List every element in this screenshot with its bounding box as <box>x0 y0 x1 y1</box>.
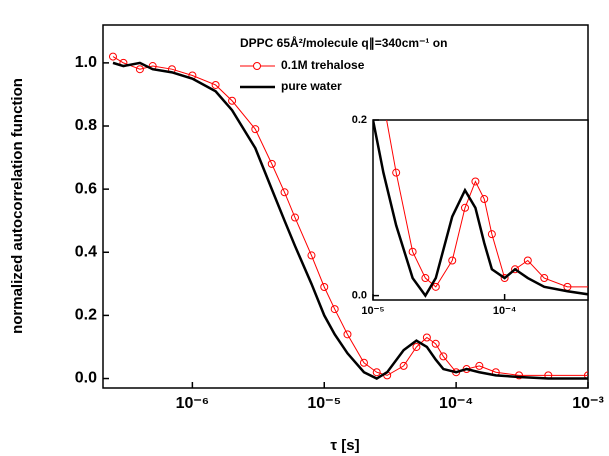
data-point <box>320 282 329 291</box>
data-point <box>412 342 421 351</box>
x-axis-label: τ [s] <box>330 437 359 454</box>
y-tick-label: 0.0 <box>352 290 367 302</box>
data-point <box>593 283 600 290</box>
data-point <box>267 159 276 168</box>
annotation: DPPC 65Å²/molecule q∥=340cm⁻¹ on <box>240 35 447 50</box>
y-tick-label: 0.8 <box>75 117 97 134</box>
series-line <box>112 61 588 380</box>
y-tick-label: 1.0 <box>75 54 97 71</box>
series-line <box>373 120 588 298</box>
legend-label: pure water <box>281 79 342 93</box>
y-tick-label: 0.2 <box>352 114 367 126</box>
data-point <box>330 305 339 314</box>
y-tick-label: 0.0 <box>75 370 97 387</box>
data-point <box>475 361 484 370</box>
data-point <box>523 256 532 265</box>
data-point <box>359 358 368 367</box>
data-point <box>431 339 440 348</box>
y-axis-label: normalized autocorrelation function <box>9 78 26 334</box>
data-point <box>307 251 316 260</box>
data-point <box>228 96 237 105</box>
data-point <box>431 282 440 291</box>
data-point <box>439 352 448 361</box>
x-tick-label: 10⁻⁵ <box>307 395 341 412</box>
data-point <box>108 52 117 61</box>
data-point <box>251 125 260 134</box>
data-point <box>480 195 489 204</box>
y-tick-label: 0.6 <box>75 180 97 197</box>
plot-area <box>372 119 589 301</box>
legend-label: 0.1M trehalose <box>281 58 365 72</box>
data-point <box>500 274 509 283</box>
data-point <box>343 330 352 339</box>
data-point <box>471 177 480 186</box>
data-point <box>290 213 299 222</box>
y-tick-label: 0.2 <box>75 307 97 324</box>
x-tick-label: 10⁻⁴ <box>439 395 473 412</box>
data-point <box>487 230 496 239</box>
x-tick-label: 10⁻³ <box>572 395 604 412</box>
x-tick-label: 10⁻⁵ <box>361 305 384 317</box>
series-group <box>373 120 600 298</box>
x-tick-label: 10⁻⁶ <box>176 395 210 412</box>
data-point <box>280 188 289 197</box>
series-group <box>108 52 588 380</box>
data-point <box>135 65 144 74</box>
data-point <box>372 368 381 377</box>
data-point <box>211 80 220 89</box>
data-point <box>422 333 431 342</box>
y-tick-label: 0.4 <box>75 243 97 260</box>
data-point <box>511 265 520 274</box>
legend-marker <box>253 62 261 70</box>
data-point <box>399 361 408 370</box>
x-tick-label: 10⁻⁴ <box>493 305 516 317</box>
data-point <box>448 256 457 265</box>
data-point <box>584 371 588 380</box>
data-point <box>421 274 430 283</box>
data-point <box>392 168 401 177</box>
data-point <box>460 203 469 212</box>
data-point <box>515 371 524 380</box>
data-point <box>408 247 417 256</box>
data-point <box>540 274 549 283</box>
